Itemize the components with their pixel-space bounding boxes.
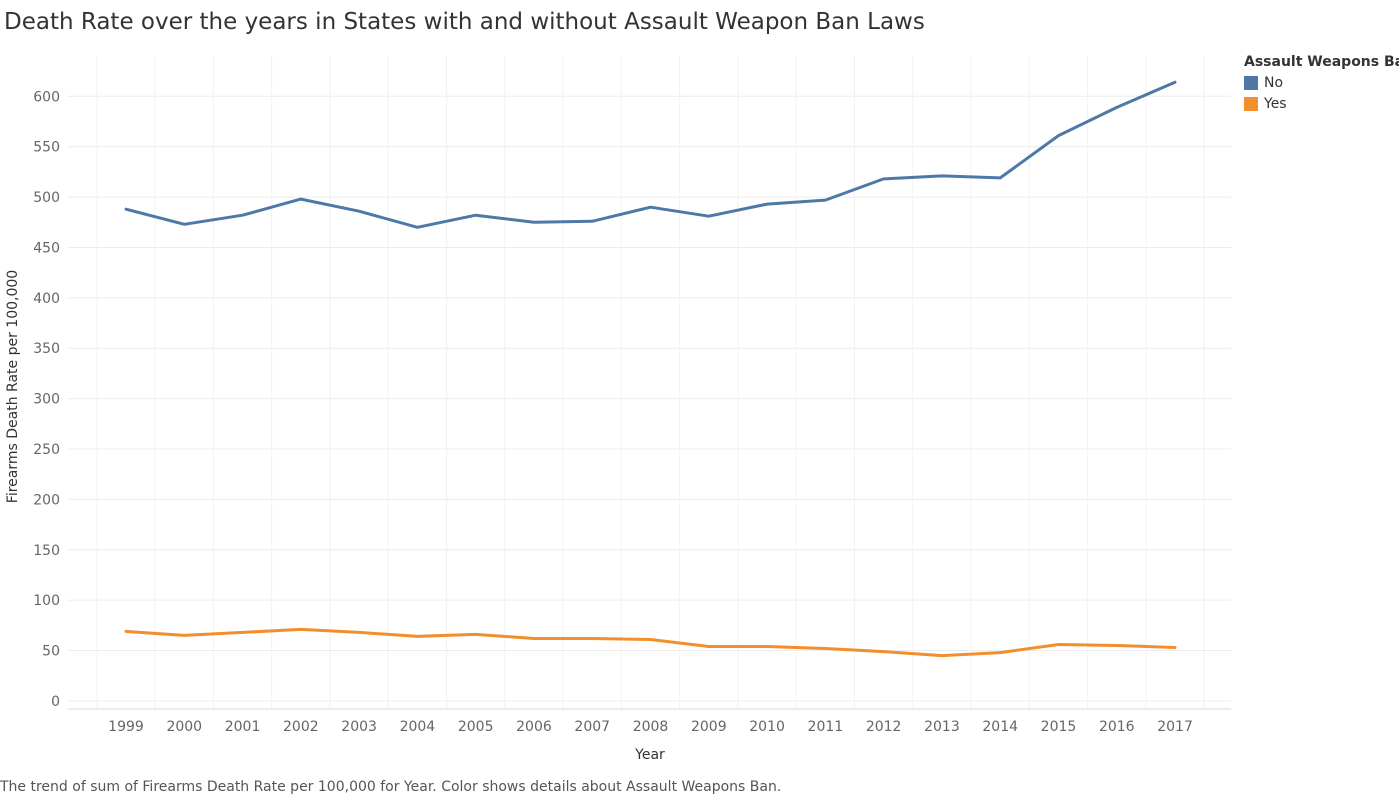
x-tick-label: 2016 [1099,719,1135,735]
y-tick-label: 400 [33,291,60,307]
legend-item-no[interactable]: No [1244,75,1399,91]
legend-label-no: No [1264,75,1284,91]
vertical-gridlines [96,56,1205,709]
legend-label-yes: Yes [1264,96,1287,112]
y-tick-label: 50 [42,644,60,660]
y-tick-label: 500 [33,190,60,206]
x-tick-label: 2005 [458,719,494,735]
x-tick-label: 2002 [283,719,319,735]
y-tick-label: 350 [33,341,60,357]
y-tick-label: 600 [33,89,60,105]
series-lines [124,80,1177,658]
x-tick-label: 2006 [516,719,552,735]
legend-swatch-yes [1244,97,1258,111]
x-tick-label: 2017 [1157,719,1193,735]
horizontal-gridlines [68,95,1231,702]
x-tick-label: 2015 [1041,719,1077,735]
legend-item-yes[interactable]: Yes [1244,96,1399,112]
y-axis-ticks: 0 50 100 150 200 250 300 350 400 450 500 550 600 [33,89,60,710]
x-tick-label: 2010 [749,719,785,735]
x-tick-label: 2007 [574,719,610,735]
x-tick-label: 2008 [633,719,669,735]
x-tick-label: 2001 [225,719,261,735]
x-axis-title: Year [634,747,665,763]
y-tick-label: 300 [33,392,60,408]
x-tick-label: 2003 [341,719,377,735]
legend-title: Assault Weapons Ban [1244,54,1399,70]
x-tick-label: 2011 [808,719,844,735]
y-tick-label: 0 [51,694,60,710]
y-tick-label: 150 [33,543,60,559]
y-tick-label: 450 [33,240,60,256]
x-tick-label: 2012 [866,719,902,735]
series-line-no[interactable] [124,80,1177,229]
x-tick-label: 1999 [108,719,144,735]
y-tick-label: 250 [33,442,60,458]
x-tick-label: 2013 [924,719,960,735]
y-tick-label: 550 [33,140,60,156]
x-tick-label: 2014 [982,719,1018,735]
chart-title: Death Rate over the years in States with… [4,9,925,35]
x-axis-ticks: 1999 2000 2001 2002 2003 2004 2005 2006 2007 2008… [68,708,1231,735]
legend: Assault Weapons Ban No Yes [1244,54,1399,112]
x-tick-label: 2009 [691,719,727,735]
y-tick-label: 200 [33,492,60,508]
chart-footnote: The trend of sum of Firearms Death Rate … [0,779,782,795]
y-axis-title: Firearms Death Rate per 100,000 [5,270,21,503]
x-tick-label: 2000 [166,719,202,735]
series-line-yes[interactable] [124,627,1177,658]
legend-swatch-no [1244,76,1258,90]
x-tick-label: 2004 [400,719,436,735]
y-tick-label: 100 [33,593,60,609]
